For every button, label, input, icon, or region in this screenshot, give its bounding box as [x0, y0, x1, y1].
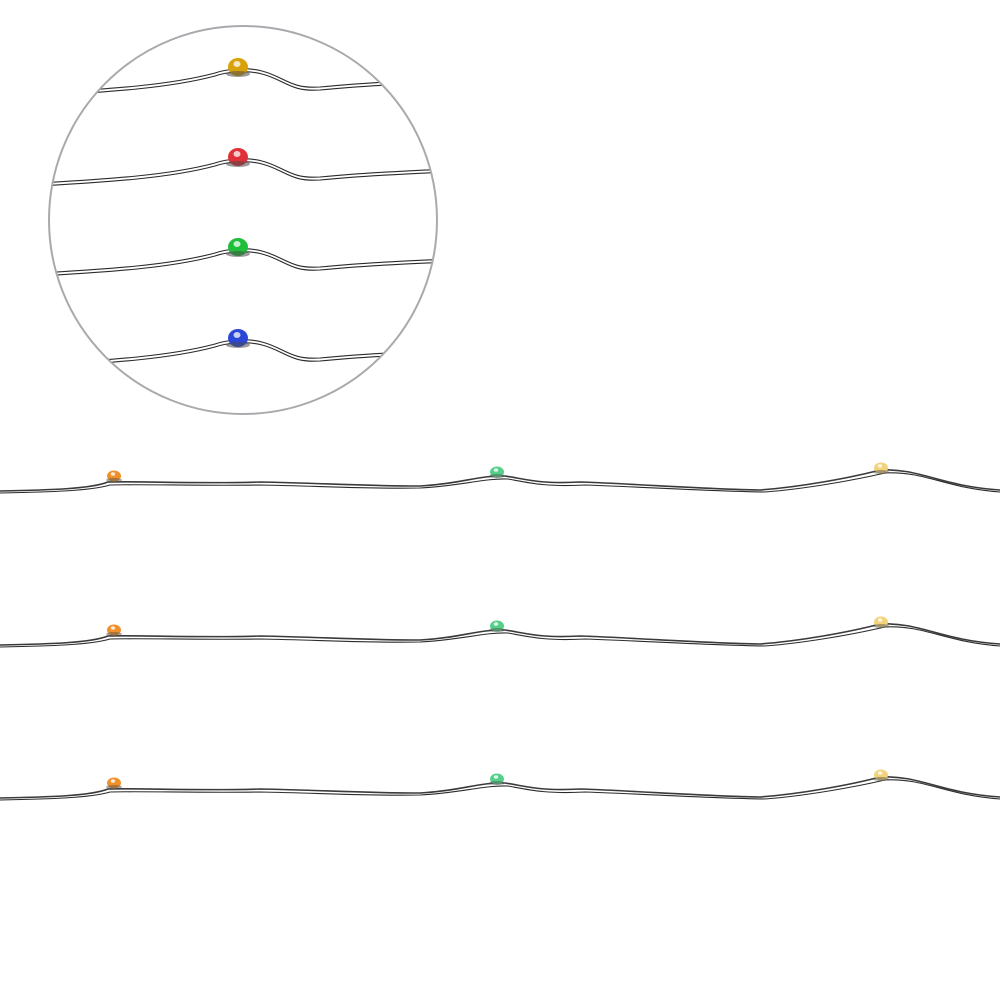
wire [0, 626, 1000, 648]
orange-led [106, 624, 122, 636]
wire [0, 472, 1000, 494]
magnified-yellow-led [226, 58, 250, 77]
inset-wire [49, 158, 437, 184]
magnified-green-led [226, 238, 250, 257]
inset-wire [49, 251, 437, 277]
yellow-led [873, 769, 889, 781]
green-led [489, 466, 505, 478]
yellow-led [873, 616, 889, 628]
inset-wire [49, 248, 437, 274]
magnified-blue-led [226, 329, 250, 348]
yellow-led [873, 462, 889, 474]
light-string [0, 769, 1000, 801]
inset-leds [226, 58, 250, 348]
light-strings [0, 462, 1000, 801]
magnified-red-led [226, 148, 250, 167]
inset-wires [49, 68, 437, 368]
green-led [489, 773, 505, 785]
inset-wire [49, 68, 437, 94]
orange-led [106, 777, 122, 789]
light-string [0, 616, 1000, 648]
light-string [0, 462, 1000, 494]
zoom-circle [48, 25, 438, 415]
magnified-inset [48, 25, 438, 415]
wire [0, 779, 1000, 801]
green-led [489, 620, 505, 632]
inset-wire [49, 342, 437, 368]
inset-wire [49, 71, 437, 97]
orange-led [106, 470, 122, 482]
inset-wire [49, 339, 437, 365]
inset-wire [49, 161, 437, 187]
